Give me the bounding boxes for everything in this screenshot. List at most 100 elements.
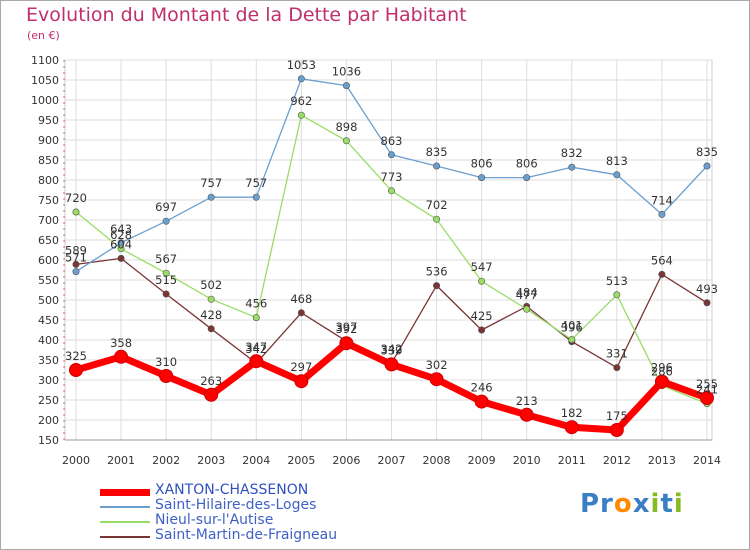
data-point <box>523 174 531 182</box>
data-point <box>162 290 170 298</box>
legend-swatch <box>100 536 150 538</box>
data-point <box>613 291 621 299</box>
data-point <box>249 354 264 369</box>
legend-label: Nieul-sur-l'Autise <box>155 512 274 528</box>
y-tick-label: 200 <box>38 414 59 427</box>
y-tick-label: 350 <box>38 354 59 367</box>
data-point <box>297 111 305 119</box>
data-point <box>297 75 305 83</box>
data-label: 962 <box>290 94 312 108</box>
legend-label: XANTON-CHASSENON <box>155 482 309 498</box>
data-point <box>613 171 621 179</box>
y-tick-label: 150 <box>38 434 59 447</box>
data-point <box>658 210 666 218</box>
data-label: 863 <box>381 134 403 148</box>
data-label: 835 <box>426 145 448 159</box>
data-point <box>658 270 666 278</box>
data-point <box>568 336 576 344</box>
proxiti-logo: Proxiti <box>580 489 684 519</box>
x-tick-label: 2004 <box>242 454 270 467</box>
data-point <box>252 314 260 322</box>
logo-letter: x <box>632 489 651 519</box>
data-label: 628 <box>110 228 132 242</box>
data-label: 175 <box>606 409 628 423</box>
x-tick-label: 2000 <box>62 454 90 467</box>
x-tick-label: 2003 <box>197 454 225 467</box>
data-point <box>342 82 350 90</box>
data-label: 296 <box>651 361 673 375</box>
data-label: 589 <box>65 243 87 257</box>
y-tick-label: 1050 <box>31 74 59 87</box>
data-point <box>703 162 711 170</box>
x-tick-label: 2005 <box>287 454 315 467</box>
y-tick-label: 800 <box>38 174 59 187</box>
data-point <box>699 391 714 405</box>
data-point <box>564 420 579 435</box>
data-label: 513 <box>606 274 628 288</box>
data-point <box>433 215 441 223</box>
data-label: 806 <box>516 157 538 171</box>
data-label: 401 <box>561 319 583 333</box>
y-tick-label: 250 <box>38 394 59 407</box>
y-tick-label: 750 <box>38 194 59 207</box>
logo-letter: i <box>650 489 661 519</box>
data-label: 263 <box>200 374 222 388</box>
data-point <box>478 277 486 285</box>
data-label: 339 <box>381 343 403 357</box>
chart-title: Evolution du Montant de la Dette par Hab… <box>26 4 467 26</box>
data-label: 358 <box>110 336 132 350</box>
data-point <box>387 151 395 159</box>
y-tick-label: 900 <box>38 134 59 147</box>
data-point <box>339 336 354 351</box>
data-label: 213 <box>516 394 538 408</box>
grid <box>64 59 713 441</box>
legend-label: Saint-Martin-de-Fraigneau <box>155 527 338 543</box>
y-tick-label: 700 <box>38 214 59 227</box>
x-tick-label: 2011 <box>558 454 586 467</box>
legend-swatch <box>100 488 150 496</box>
data-label: 310 <box>155 355 177 369</box>
axes: 150 200 250 300 350 400 450 500 550 600 650 700 750 8… <box>31 54 721 467</box>
data-point <box>703 299 711 307</box>
data-label: 604 <box>110 237 132 251</box>
logo-letter: Pr <box>580 489 614 519</box>
data-label: 397 <box>335 320 357 334</box>
data-label: 806 <box>471 157 493 171</box>
data-label: 468 <box>290 292 312 306</box>
y-tick-label: 950 <box>38 114 59 127</box>
data-label: 241 <box>696 383 718 397</box>
x-tick-label: 2007 <box>377 454 405 467</box>
x-tick-label: 2008 <box>423 454 451 467</box>
data-point <box>342 137 350 145</box>
data-label: 392 <box>335 322 357 336</box>
legend: XANTON-CHASSENON Saint-Hilaire-des-Loges N… <box>100 482 400 544</box>
legend-swatch <box>100 521 150 523</box>
data-label: 536 <box>426 265 448 279</box>
plot-area <box>64 59 713 441</box>
y-tick-label: 1000 <box>31 94 59 107</box>
y-tick-label: 500 <box>38 294 59 307</box>
data-label: 246 <box>471 381 493 395</box>
legend-label: Saint-Hilaire-des-Loges <box>155 497 317 513</box>
data-point <box>207 193 215 201</box>
data-point <box>162 217 170 225</box>
legend-entry: Saint-Martin-de-Fraigneau <box>100 527 400 544</box>
data-point <box>72 268 80 276</box>
x-tick-label: 2010 <box>513 454 541 467</box>
legend-entry: Nieul-sur-l'Autise <box>100 512 400 529</box>
x-tick-label: 2013 <box>648 454 676 467</box>
x-tick-label: 2001 <box>107 454 135 467</box>
x-tick-label: 2012 <box>603 454 631 467</box>
logo-letter: t <box>660 489 674 519</box>
y-tick-label: 550 <box>38 274 59 287</box>
data-label: 502 <box>200 278 222 292</box>
data-point <box>429 372 444 387</box>
chart-subtitle: (en €) <box>27 29 60 42</box>
data-point <box>609 423 624 437</box>
data-label: 484 <box>516 285 538 299</box>
logo-letter: i <box>673 489 684 519</box>
data-point <box>613 364 621 372</box>
data-point <box>384 357 399 372</box>
data-point <box>433 162 441 170</box>
